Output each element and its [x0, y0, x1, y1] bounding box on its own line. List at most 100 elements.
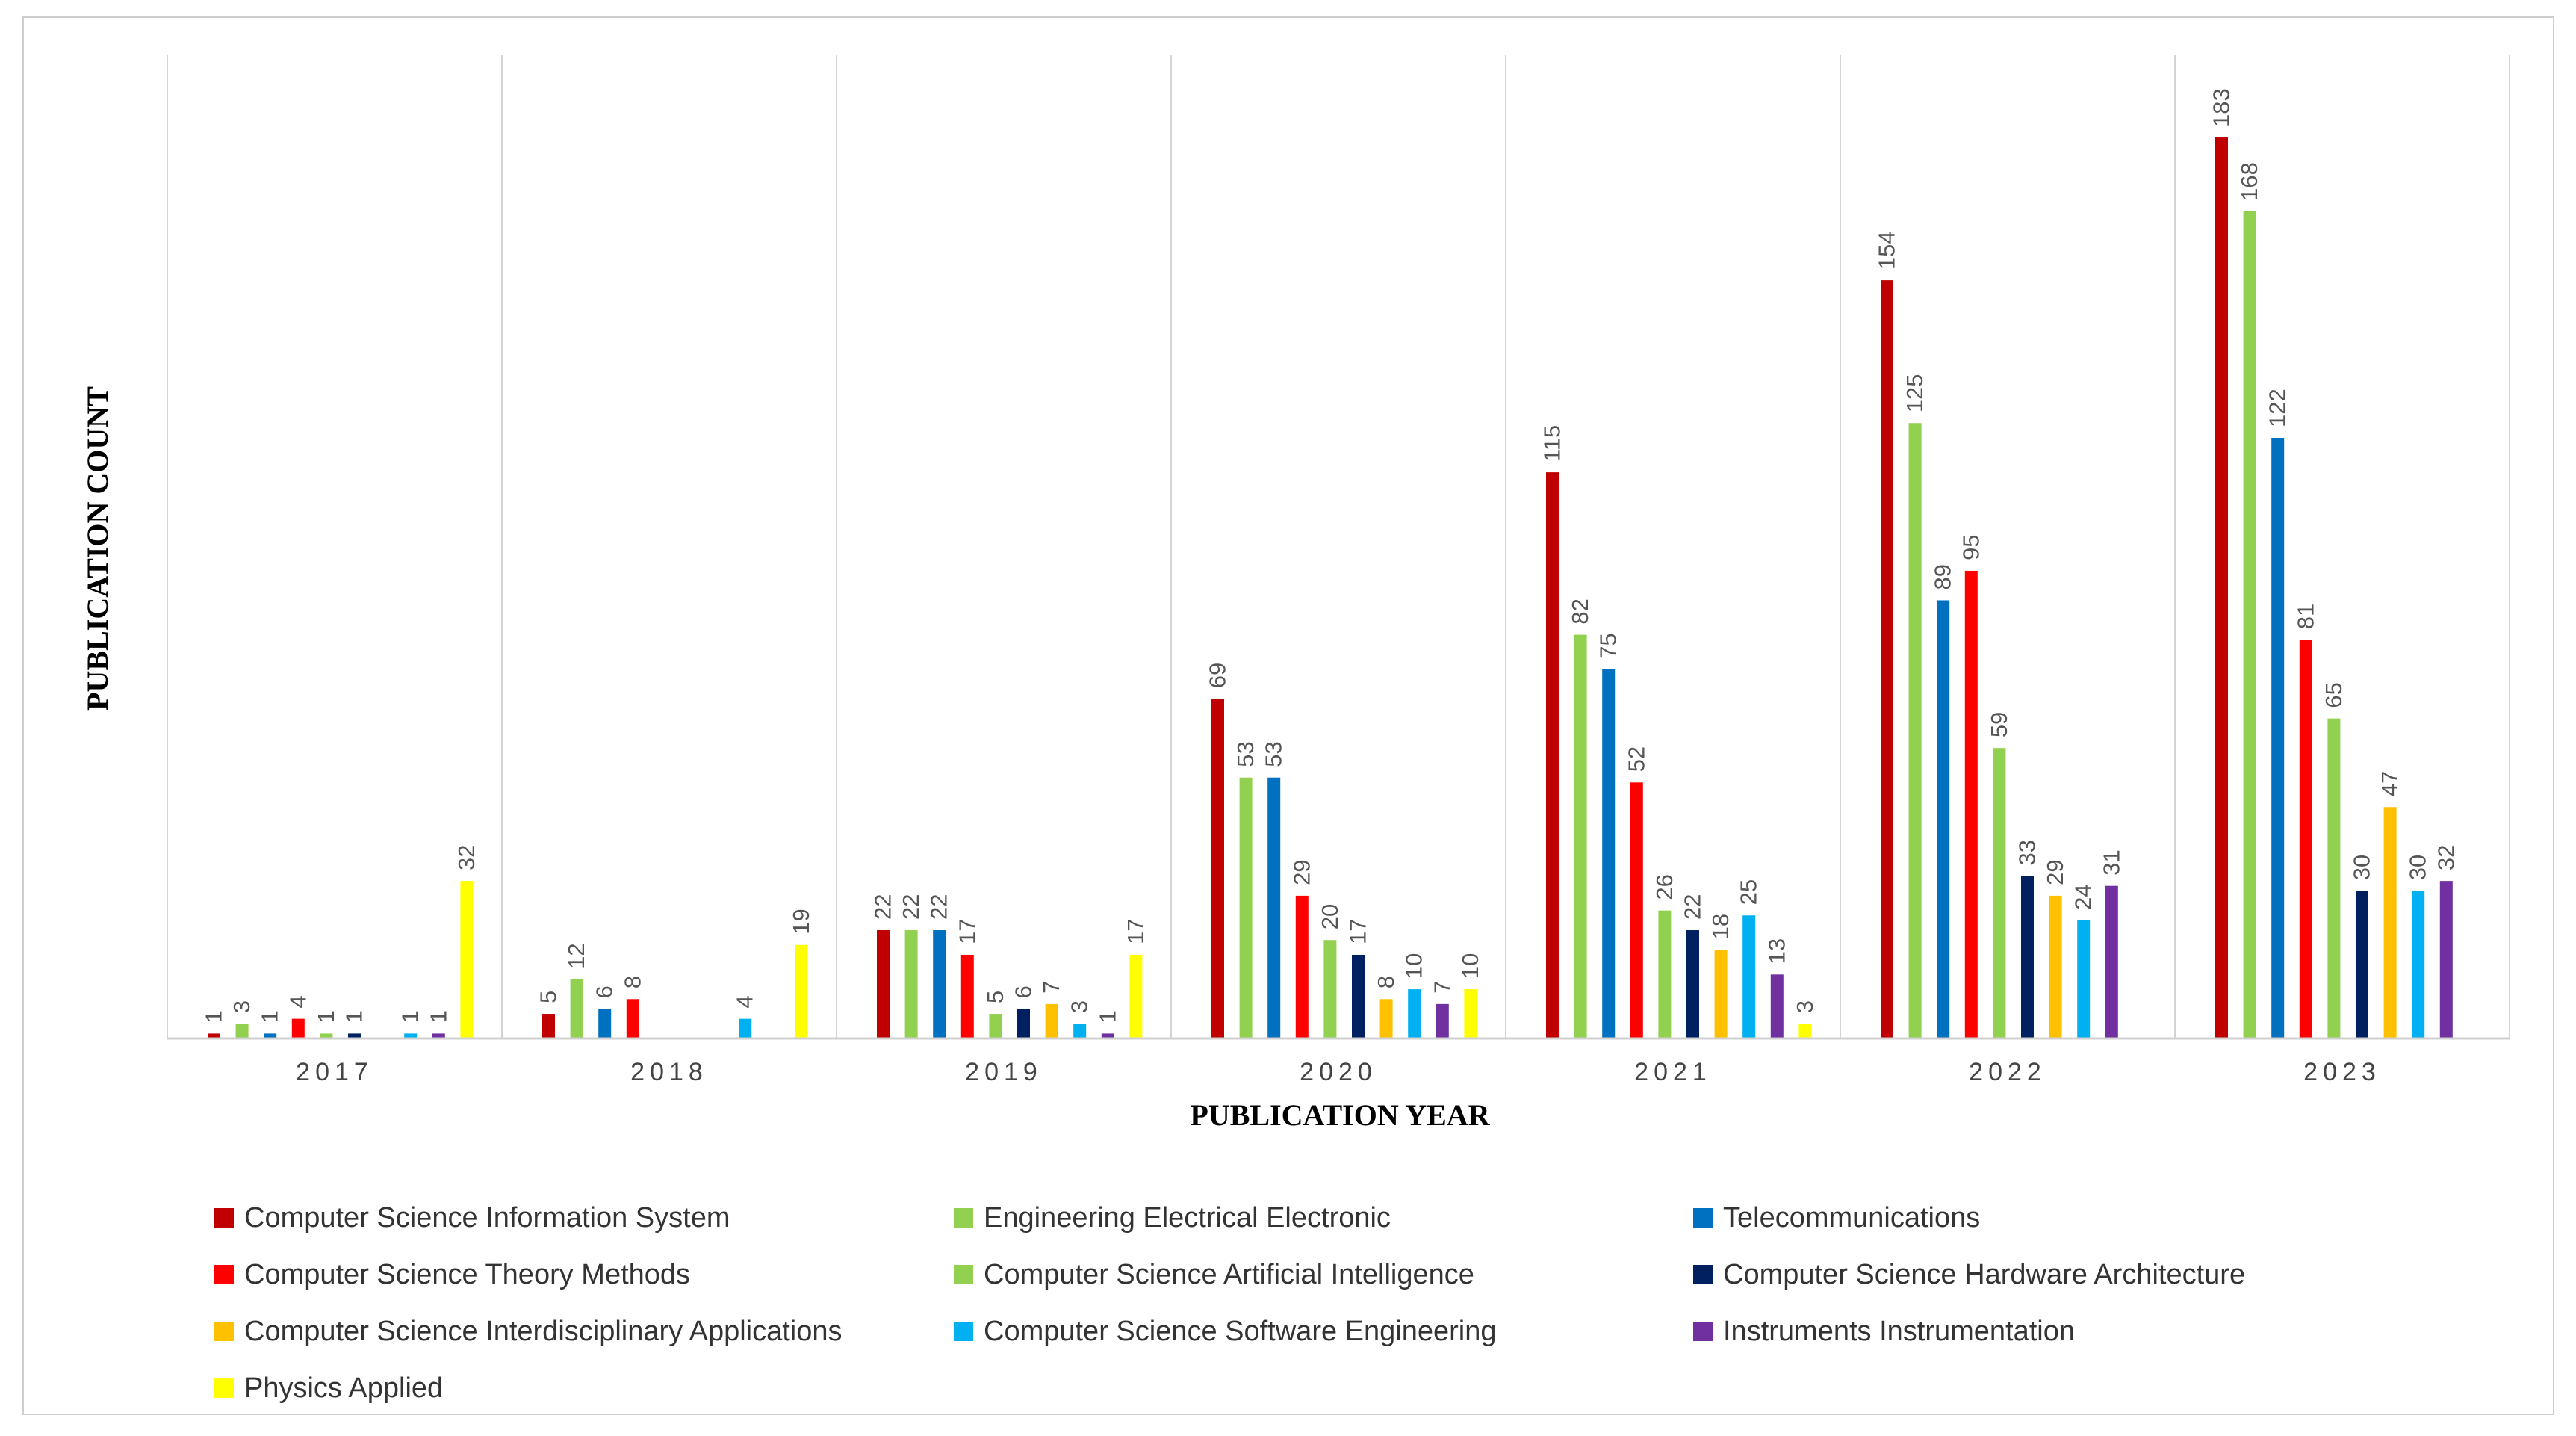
x-tick-label: 2019	[965, 1058, 1043, 1086]
bar-value-label: 69	[1205, 663, 1231, 688]
bar-value-label: 59	[1986, 712, 2012, 737]
legend-label: Instruments Instrumentation	[1723, 1315, 2075, 1347]
bar-value-label: 20	[1317, 904, 1343, 929]
legend-item: Computer Science Hardware Architecture	[1693, 1258, 2433, 1291]
bar-value-label: 19	[788, 909, 814, 934]
bar-value-label: 3	[1792, 1000, 1818, 1013]
bar-value-label: 75	[1595, 633, 1621, 658]
bar	[432, 1033, 445, 1039]
bar	[1630, 782, 1643, 1039]
bar	[2271, 438, 2285, 1039]
legend-label: Computer Science Artificial Intelligence	[984, 1258, 1474, 1290]
bar	[795, 944, 808, 1039]
bar	[1602, 669, 1616, 1039]
bar	[2356, 891, 2368, 1039]
bar-value-label: 154	[1874, 231, 1900, 270]
bar	[235, 1024, 249, 1039]
bar-value-label: 4	[285, 995, 311, 1008]
legend-swatch	[954, 1265, 973, 1284]
bar	[904, 930, 918, 1039]
legend-item: Computer Science Software Engineering	[954, 1315, 1693, 1348]
bar	[542, 1014, 555, 1039]
legend-item: Engineering Electrical Electronic	[954, 1201, 1693, 1234]
bar	[1295, 895, 1309, 1039]
bar	[877, 930, 890, 1039]
legend-item: Physics Applied	[214, 1372, 954, 1405]
bar-value-label: 3	[1067, 1000, 1093, 1013]
bar-value-label: 53	[1232, 741, 1258, 767]
x-axis-tick-labels: 2017 2018 2019 2020 2021 2022 2023	[296, 1058, 2381, 1086]
bar-value-label: 1	[313, 1010, 339, 1023]
bar-value-label: 29	[1288, 859, 1315, 885]
bar	[1742, 915, 1756, 1039]
bar	[989, 1014, 1002, 1039]
bar-value-label: 8	[1373, 976, 1399, 988]
bar-value-label: 65	[2321, 682, 2347, 708]
bar	[1464, 989, 1477, 1039]
bar	[1017, 1009, 1030, 1039]
bar-value-label: 24	[2070, 884, 2097, 909]
bar	[2049, 895, 2062, 1039]
bar	[1211, 699, 1224, 1039]
x-tick-label: 2023	[2303, 1058, 2381, 1086]
legend-item: Telecommunications	[1693, 1201, 2433, 1234]
bar	[739, 1018, 752, 1039]
bar-value-label: 168	[2236, 162, 2262, 201]
bar	[1798, 1024, 1812, 1039]
bar-value-label: 32	[2433, 845, 2459, 870]
bar-value-label: 89	[1930, 564, 1956, 589]
bar-value-label: 12	[563, 943, 589, 968]
x-tick-label: 2022	[1969, 1058, 2046, 1086]
bar	[1993, 748, 2006, 1039]
bar-value-label: 115	[1539, 425, 1565, 462]
bar	[2327, 718, 2341, 1039]
bar	[1323, 940, 1337, 1039]
bar-value-label: 8	[619, 976, 645, 988]
bar-value-label: 10	[1457, 953, 1483, 979]
legend-label: Computer Science Hardware Architecture	[1723, 1258, 2246, 1290]
bar	[1239, 777, 1253, 1039]
bar	[208, 1033, 220, 1039]
x-tick-label: 2018	[630, 1058, 708, 1086]
bar	[598, 1009, 612, 1039]
y-axis-title: PUBLICATION COUNT	[81, 386, 114, 711]
bar	[1770, 974, 1784, 1039]
bar	[460, 881, 474, 1039]
bar-value-label: 183	[2209, 88, 2235, 127]
bar	[1073, 1024, 1087, 1039]
bar-value-label: 31	[2098, 849, 2124, 875]
bar	[1045, 1003, 1058, 1039]
bar-value-label: 26	[1651, 874, 1677, 900]
bar-value-label: 22	[898, 894, 924, 920]
bar-value-label: 17	[1345, 918, 1371, 944]
bar	[264, 1033, 277, 1039]
bar-value-label: 125	[1902, 374, 1928, 412]
bar	[1101, 1033, 1114, 1039]
legend-item: Computer Science Theory Methods	[214, 1258, 954, 1291]
bar	[1352, 954, 1365, 1039]
bar-value-label: 18	[1707, 914, 1734, 939]
bars	[208, 137, 2453, 1039]
bar-value-label: 30	[2405, 855, 2431, 880]
bar	[2439, 881, 2453, 1039]
legend-item: Computer Science Information System	[214, 1201, 954, 1234]
bar-value-label: 6	[592, 985, 618, 998]
bar-value-label: 33	[2014, 840, 2040, 865]
bar-value-label: 13	[1763, 938, 1790, 964]
bar	[1546, 472, 1559, 1039]
legend-swatch	[954, 1208, 973, 1228]
bar	[2021, 876, 2034, 1039]
bar-value-label: 1	[201, 1010, 227, 1023]
legend-item: Computer Science Interdisciplinary Appli…	[214, 1315, 954, 1348]
bar	[1408, 989, 1421, 1039]
bar-value-label: 122	[2265, 389, 2291, 427]
bar	[2105, 885, 2118, 1039]
bar	[1436, 1003, 1449, 1039]
bar-value-label: 25	[1736, 879, 1762, 905]
bar	[320, 1033, 333, 1039]
bar-value-label: 53	[1261, 741, 1287, 767]
bar	[1574, 634, 1587, 1039]
legend-swatch	[1693, 1322, 1713, 1341]
bar-value-label: 7	[1038, 981, 1064, 994]
